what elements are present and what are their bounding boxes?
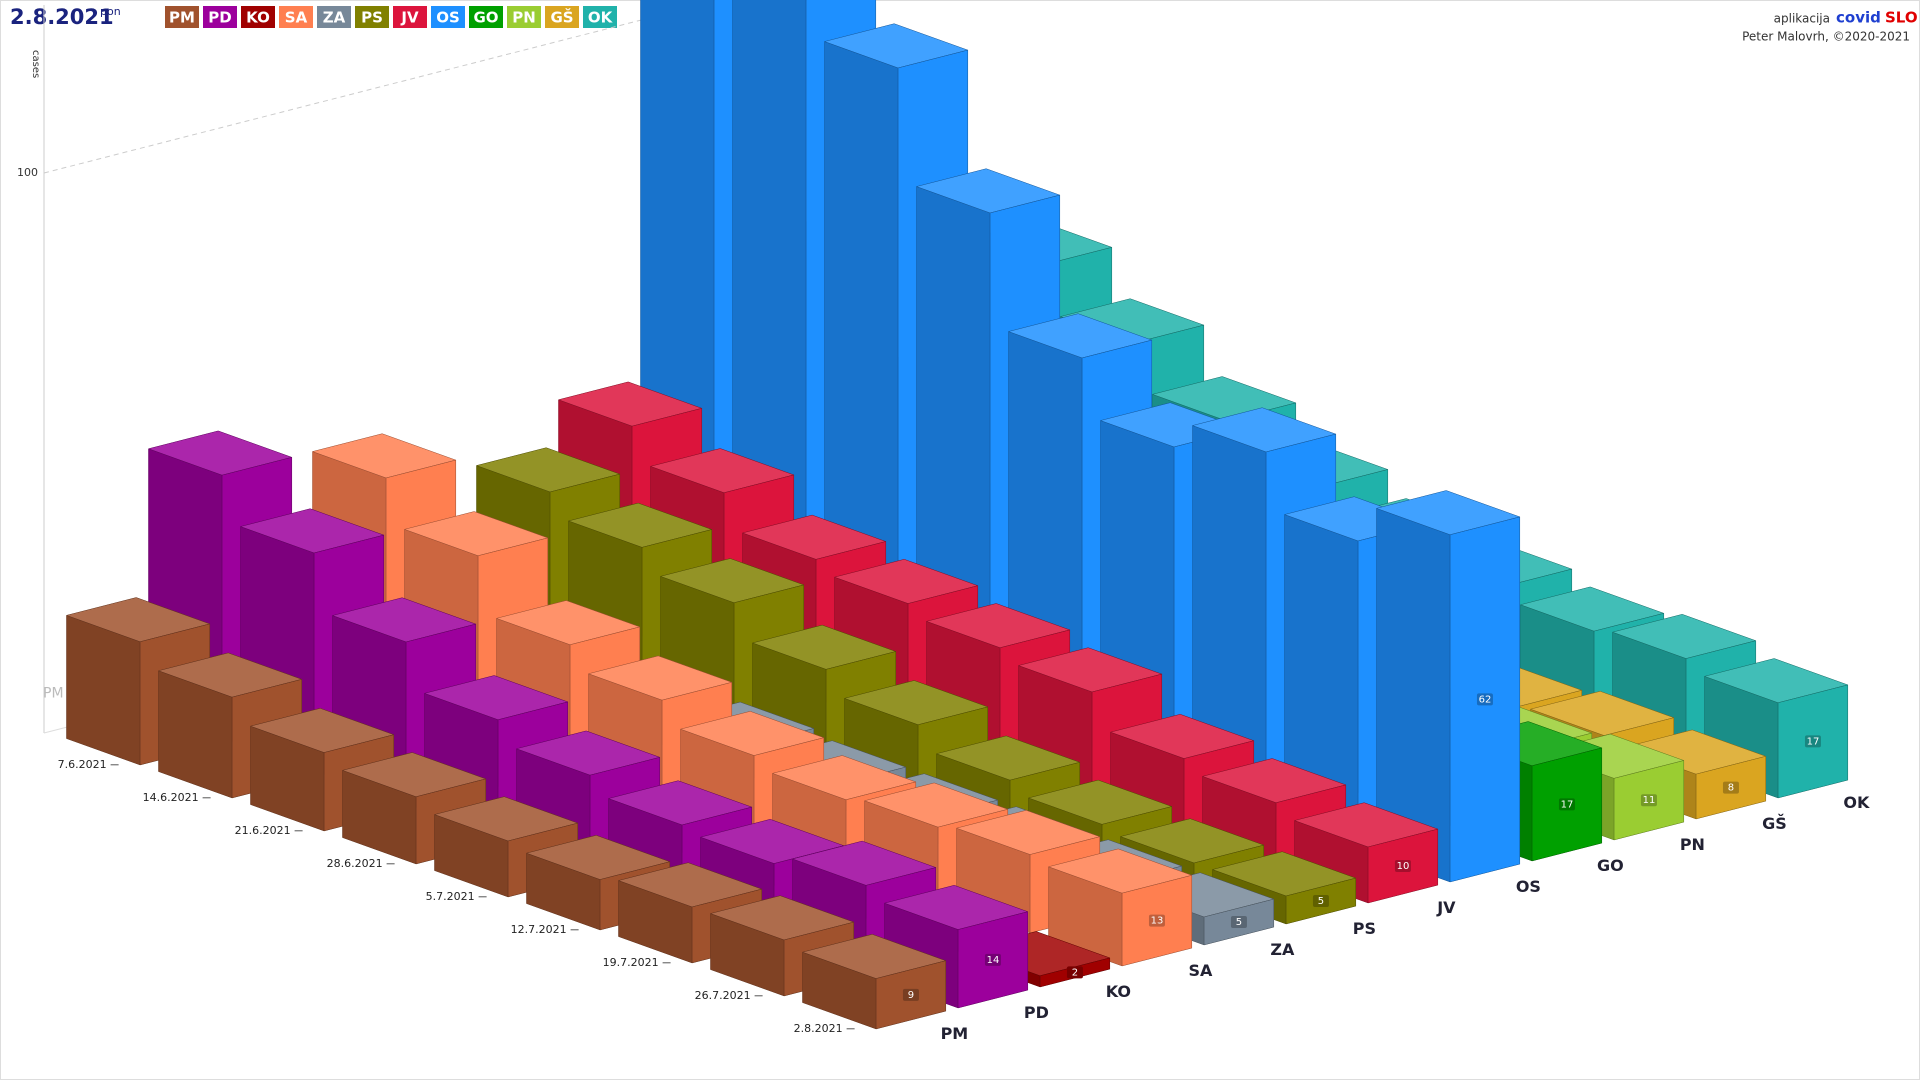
legend-button[interactable]: [355, 6, 389, 28]
legend-button[interactable]: [203, 6, 237, 28]
value-label-bg: [902, 988, 919, 1001]
region-label: GŠ: [1762, 814, 1787, 833]
legend-label[interactable]: ZA: [323, 9, 346, 27]
region-label: JV: [1436, 898, 1456, 917]
x-tick-label: 26.7.2021: [695, 989, 751, 1002]
legend-button[interactable]: [279, 6, 313, 28]
credit: Peter Malovrh, ©2020-2021: [1742, 30, 1910, 44]
x-tick-label: 21.6.2021: [235, 824, 291, 837]
app-prefix: aplikacija: [1774, 12, 1830, 26]
x-tick-label: 5.7.2021: [426, 890, 475, 903]
value-label-bg: [1066, 966, 1083, 979]
value-label-bg: [1722, 781, 1739, 794]
region-label: SA: [1188, 961, 1213, 980]
legend-button[interactable]: [165, 6, 199, 28]
value-label: 5: [1318, 896, 1324, 907]
legend-label[interactable]: SA: [285, 9, 308, 27]
value-label-bg: [1230, 916, 1247, 929]
value-label: 9: [908, 990, 914, 1001]
legend-label[interactable]: PS: [361, 9, 383, 27]
value-label: 10: [1397, 861, 1410, 872]
legend-label[interactable]: OS: [436, 9, 460, 27]
legend-label[interactable]: OK: [588, 9, 614, 27]
y-tick-label: 100: [17, 166, 38, 179]
region-label: PD: [1024, 1003, 1049, 1022]
value-label: 14: [987, 955, 1000, 966]
legend-button[interactable]: [583, 6, 617, 28]
legend-button[interactable]: [469, 6, 503, 28]
value-label-bg: [1148, 914, 1165, 927]
value-label: 2: [1072, 967, 1078, 978]
value-label: 13: [1151, 916, 1164, 927]
x-tick-label: 28.6.2021: [327, 857, 383, 870]
region-label: PM: [941, 1024, 969, 1043]
value-label-bg: [1804, 735, 1821, 748]
legend-button[interactable]: [507, 6, 541, 28]
legend-button[interactable]: [317, 6, 351, 28]
app-name: covid: [1836, 9, 1881, 27]
y-axis-label: cases: [30, 50, 41, 78]
legend-label[interactable]: PM: [169, 9, 195, 27]
value-label: 5: [1236, 917, 1242, 928]
bar: 9: [801, 934, 947, 1030]
value-label-bg: [1476, 693, 1493, 706]
grid-line: [43, 0, 722, 174]
value-label: 17: [1807, 736, 1820, 747]
region-label: GO: [1597, 856, 1624, 875]
region-label: OK: [1843, 793, 1870, 812]
region-label: OS: [1516, 877, 1541, 896]
value-label: 8: [1728, 783, 1734, 794]
bar: 13: [1047, 848, 1193, 967]
date-title: 2.8.2021: [10, 5, 114, 29]
legend-label[interactable]: KO: [246, 9, 270, 27]
legend-label[interactable]: GŠ: [550, 8, 573, 27]
x-tick-label: 19.7.2021: [603, 956, 659, 969]
legend-button[interactable]: [241, 6, 275, 28]
legend-label[interactable]: PN: [512, 9, 536, 27]
app-name: SLO: [1885, 9, 1918, 27]
x-tick-label: 7.6.2021: [58, 758, 107, 771]
region-label: PN: [1680, 835, 1705, 854]
legend-label[interactable]: PD: [208, 9, 231, 27]
value-label-bg: [1640, 794, 1657, 807]
region-label: ZA: [1270, 940, 1295, 959]
region-label: KO: [1106, 982, 1131, 1001]
x-tick-label: 2.8.2021: [794, 1022, 843, 1035]
bar: 62: [1375, 490, 1521, 883]
legend-button[interactable]: [431, 6, 465, 28]
value-label-bg: [984, 953, 1001, 966]
value-label: 11: [1643, 795, 1656, 806]
back-region-label: PM: [43, 686, 64, 702]
value-label-bg: [1558, 798, 1575, 811]
value-label-bg: [1312, 895, 1329, 908]
value-label: 62: [1479, 694, 1492, 705]
region-label: PS: [1353, 919, 1376, 938]
legend-label[interactable]: JV: [400, 9, 419, 27]
x-tick-label: 14.6.2021: [143, 791, 199, 804]
x-tick-label: 12.7.2021: [511, 923, 567, 936]
value-label: 17: [1561, 799, 1574, 810]
weekday: pon: [100, 5, 121, 18]
legend-button[interactable]: [545, 6, 579, 28]
legend-button[interactable]: [393, 6, 427, 28]
legend-label[interactable]: GO: [473, 9, 498, 27]
value-label-bg: [1394, 860, 1411, 873]
